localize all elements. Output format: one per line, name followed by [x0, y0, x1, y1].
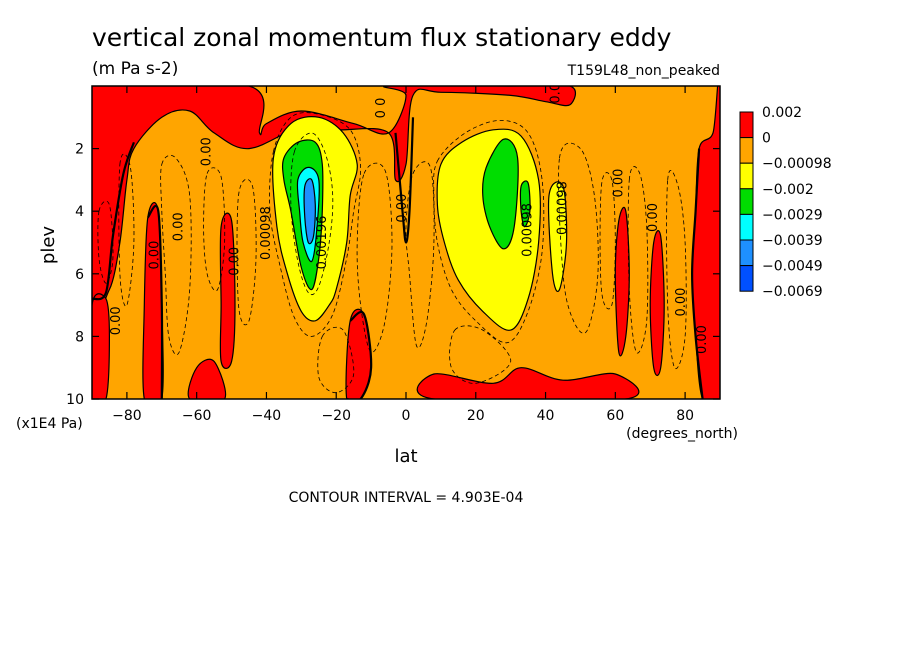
x-axis-units: (degrees_north)	[626, 426, 738, 442]
plot-area: 0.00 0 0 0.00 0.00098 0.00196 0.00 0.00 0.00 0.00…	[92, 75, 720, 399]
region-positive	[614, 206, 630, 357]
region-positive	[416, 367, 640, 399]
y-axis-units: (x1E4 Pa)	[16, 416, 83, 432]
legend-level-label: −0.00098	[762, 156, 832, 172]
region-positive	[92, 86, 577, 315]
solid-contour-line	[346, 310, 373, 399]
legend-swatch	[739, 265, 754, 292]
chart-title: vertical zonal momentum flux stationary …	[92, 23, 672, 52]
region-positive	[92, 293, 111, 399]
dashed-contour-line	[558, 142, 599, 334]
x-tick-label: 20	[467, 408, 485, 424]
x-tick-label: −20	[321, 408, 351, 424]
y-axis-ticks: 2 4 6 8 10	[66, 142, 720, 408]
region-negative	[303, 178, 316, 245]
dashed-contour-line	[405, 161, 435, 349]
y-tick-label: 4	[75, 204, 84, 220]
region-positive	[649, 229, 665, 377]
contour-label: 0.00	[611, 169, 626, 198]
dashed-contour-line	[449, 325, 512, 384]
contour-label: 0.00	[549, 75, 564, 104]
solid-contour-line	[92, 141, 135, 301]
dashed-contour-line	[666, 170, 687, 370]
region-negative	[482, 138, 519, 250]
dashed-contour-line	[203, 167, 226, 292]
contour-label: 0.00	[646, 203, 661, 232]
contour-label: 0.00098	[259, 206, 274, 260]
dashed-contour-line	[433, 119, 545, 344]
y-tick-label: 10	[66, 392, 84, 408]
x-tick-label: 0	[402, 408, 411, 424]
contour-label: 0	[374, 98, 389, 106]
x-tick-label: 80	[676, 408, 694, 424]
chart-units: (m Pa s-2)	[92, 59, 178, 79]
legend-level-label: −0.0039	[762, 233, 823, 249]
legend-level-label: −0.0049	[762, 259, 823, 275]
dashed-contour-line	[236, 178, 257, 326]
x-axis-label: lat	[394, 446, 417, 467]
contour-label: 0.00	[695, 325, 710, 354]
region-negative	[519, 180, 531, 228]
solid-contour-line	[146, 204, 164, 399]
dashed-contour-line	[290, 132, 334, 296]
dashed-contour-line	[627, 166, 649, 354]
legend-swatch	[739, 239, 754, 267]
contour-label: 0.00	[172, 212, 187, 241]
dashed-contour-line	[160, 154, 192, 356]
x-axis-ticks: −80 −60 −40 −20 0 20 40 60 80	[112, 86, 694, 424]
y-tick-label: 8	[75, 329, 84, 345]
contour-label: 0.00098	[556, 181, 571, 235]
contour-label: 0.00	[109, 306, 124, 335]
region-positive	[187, 358, 227, 399]
contour-label: 0	[374, 110, 389, 118]
dashed-contour-line	[317, 326, 355, 394]
legend-swatch	[739, 162, 754, 190]
contour-label: 0.00098	[521, 203, 536, 257]
x-tick-label: −60	[182, 408, 212, 424]
contour-interval: CONTOUR INTERVAL = 4.903E-04	[289, 490, 524, 506]
y-tick-label: 2	[75, 142, 84, 158]
legend-level-label: 0.002	[762, 105, 802, 121]
legend-swatch	[739, 111, 754, 139]
experiment-label: T159L48_non_peaked	[567, 63, 720, 79]
legend-swatch	[739, 188, 754, 215]
contour-label: 0.00196	[315, 216, 330, 270]
dashed-contours	[97, 112, 687, 394]
legend-level-label: 0	[762, 131, 771, 147]
legend-swatch	[739, 213, 754, 241]
dashed-contour-line	[97, 200, 114, 284]
solid-contour-line	[394, 117, 415, 244]
x-tick-label: −80	[112, 408, 142, 424]
contour-label: 0.00	[200, 137, 215, 166]
x-tick-label: 40	[537, 408, 555, 424]
contour-labels: 0.00 0 0 0.00 0.00098 0.00196 0.00 0.00 0.00 0.00…	[109, 75, 710, 354]
y-axis-label: plev	[38, 226, 59, 265]
colorbar-legend: 0.002 0 −0.00098 −0.002 −0.0029 −0.0039 −0.004…	[739, 105, 832, 300]
solid-contours	[92, 117, 704, 399]
x-tick-label: 60	[606, 408, 624, 424]
contour-label: 0.00	[147, 241, 162, 270]
contour-label: 0.00	[395, 194, 410, 223]
legend-level-label: −0.002	[762, 182, 814, 198]
solid-contour-line	[690, 148, 704, 399]
dashed-contour-line	[356, 162, 393, 353]
legend-swatch	[739, 137, 754, 164]
contour-label: 0.00	[674, 288, 689, 317]
legend-level-label: −0.0029	[762, 207, 823, 223]
dashed-contour-line	[599, 172, 616, 310]
legend-level-label: −0.0069	[762, 284, 823, 300]
region-positive	[219, 212, 236, 370]
x-tick-label: −40	[252, 408, 282, 424]
y-tick-label: 6	[75, 267, 84, 283]
contour-label: 0.00	[228, 247, 243, 276]
dashed-contour-line	[118, 153, 135, 307]
